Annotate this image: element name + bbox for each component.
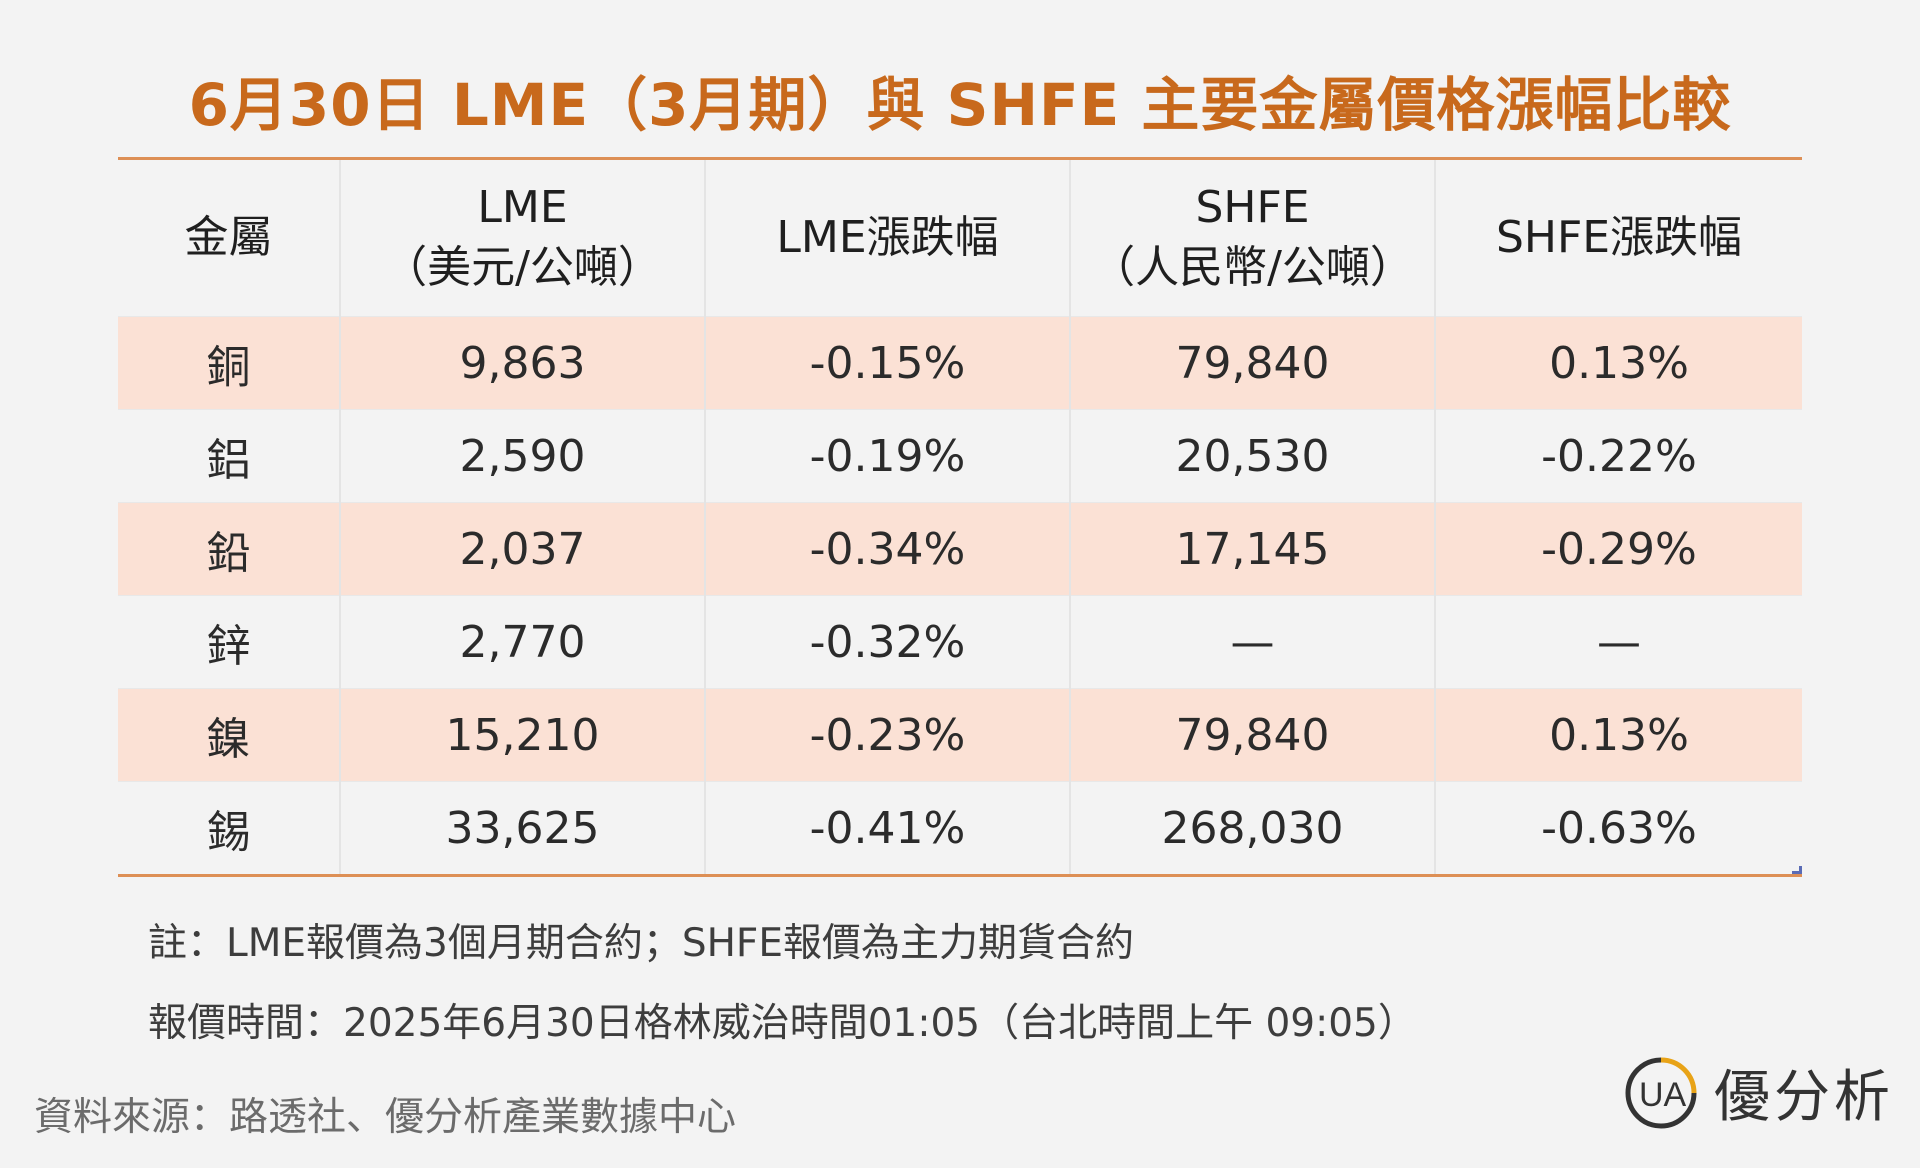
lme-price-cell: 2,037 xyxy=(339,502,705,596)
table-bottom-rule xyxy=(118,866,1802,877)
table-row: 鋅 2,770 -0.32% — — xyxy=(118,595,1802,689)
lme-price-cell: 9,863 xyxy=(339,316,705,410)
shfe-price-cell: 17,145 xyxy=(1069,502,1435,596)
metal-cell: 鋁 xyxy=(118,409,340,503)
header-shfe-price: SHFE （人民幣/公噸） xyxy=(1069,160,1435,317)
shfe-change-cell: -0.63% xyxy=(1434,781,1802,874)
lme-change-cell: -0.41% xyxy=(704,781,1070,874)
quote-time-note: 報價時間：2025年6月30日格林威治時間01:05（台北時間上午 09:05） xyxy=(148,1001,1417,1046)
brand-name: 優分析 xyxy=(1714,1065,1894,1130)
svg-text:UA: UA xyxy=(1639,1076,1687,1114)
data-source: 資料來源：路透社、優分析產業數據中心 xyxy=(34,1095,737,1140)
table-header-row: 金屬 LME （美元/公噸） LME漲跌幅 SHFE （人民幣/公噸） SHFE… xyxy=(118,160,1802,317)
table-row: 銅 9,863 -0.15% 79,840 0.13% xyxy=(118,316,1802,410)
shfe-change-cell: -0.29% xyxy=(1434,502,1802,596)
corner-mark-icon xyxy=(1792,866,1802,874)
header-lme-price: LME （美元/公噸） xyxy=(339,160,705,317)
lme-change-cell: -0.23% xyxy=(704,688,1070,782)
table-row: 鎳 15,210 -0.23% 79,840 0.13% xyxy=(118,688,1802,782)
shfe-price-cell: 79,840 xyxy=(1069,688,1435,782)
shfe-change-cell: 0.13% xyxy=(1434,316,1802,410)
shfe-price-cell: 79,840 xyxy=(1069,316,1435,410)
brand-logo: UA 優分析 xyxy=(1622,1052,1894,1133)
header-metal: 金屬 xyxy=(184,212,273,263)
table-row: 鉛 2,037 -0.34% 17,145 -0.29% xyxy=(118,502,1802,596)
lme-price-cell: 2,770 xyxy=(339,595,705,689)
lme-price-cell: 15,210 xyxy=(339,688,705,782)
metal-cell: 鎳 xyxy=(118,688,340,782)
header-lme-change: LME漲跌幅 xyxy=(704,160,1070,317)
lme-change-cell: -0.32% xyxy=(704,595,1070,689)
lme-price-cell: 2,590 xyxy=(339,409,705,503)
shfe-price-cell: 268,030 xyxy=(1069,781,1435,874)
shfe-change-cell: -0.22% xyxy=(1434,409,1802,503)
metal-cell: 鉛 xyxy=(118,502,340,596)
lme-change-cell: -0.15% xyxy=(704,316,1070,410)
shfe-price-cell: — xyxy=(1069,595,1435,689)
metal-cell: 鋅 xyxy=(118,595,340,689)
shfe-price-cell: 20,530 xyxy=(1069,409,1435,503)
header-shfe-change: SHFE漲跌幅 xyxy=(1434,160,1802,317)
lme-change-cell: -0.34% xyxy=(704,502,1070,596)
table-top-rule xyxy=(118,157,1802,160)
lme-price-cell: 33,625 xyxy=(339,781,705,874)
lme-change-cell: -0.19% xyxy=(704,409,1070,503)
contract-note: 註：LME報價為3個月期合約；SHFE報價為主力期貨合約 xyxy=(148,921,1134,966)
metal-cell: 銅 xyxy=(118,316,340,410)
table-row: 錫 33,625 -0.41% 268,030 -0.63% xyxy=(118,781,1802,874)
ua-logo-icon: UA xyxy=(1625,1057,1697,1128)
shfe-change-cell: 0.13% xyxy=(1434,688,1802,782)
shfe-change-cell: — xyxy=(1434,595,1802,689)
price-comparison-table: 金屬 LME （美元/公噸） LME漲跌幅 SHFE （人民幣/公噸） SHFE… xyxy=(118,157,1802,877)
page-title: 6月30日 LME（3月期）與 SHFE 主要金屬價格漲幅比較 xyxy=(188,71,1732,139)
metal-cell: 錫 xyxy=(118,781,340,874)
table-row: 鋁 2,590 -0.19% 20,530 -0.22% xyxy=(118,409,1802,503)
